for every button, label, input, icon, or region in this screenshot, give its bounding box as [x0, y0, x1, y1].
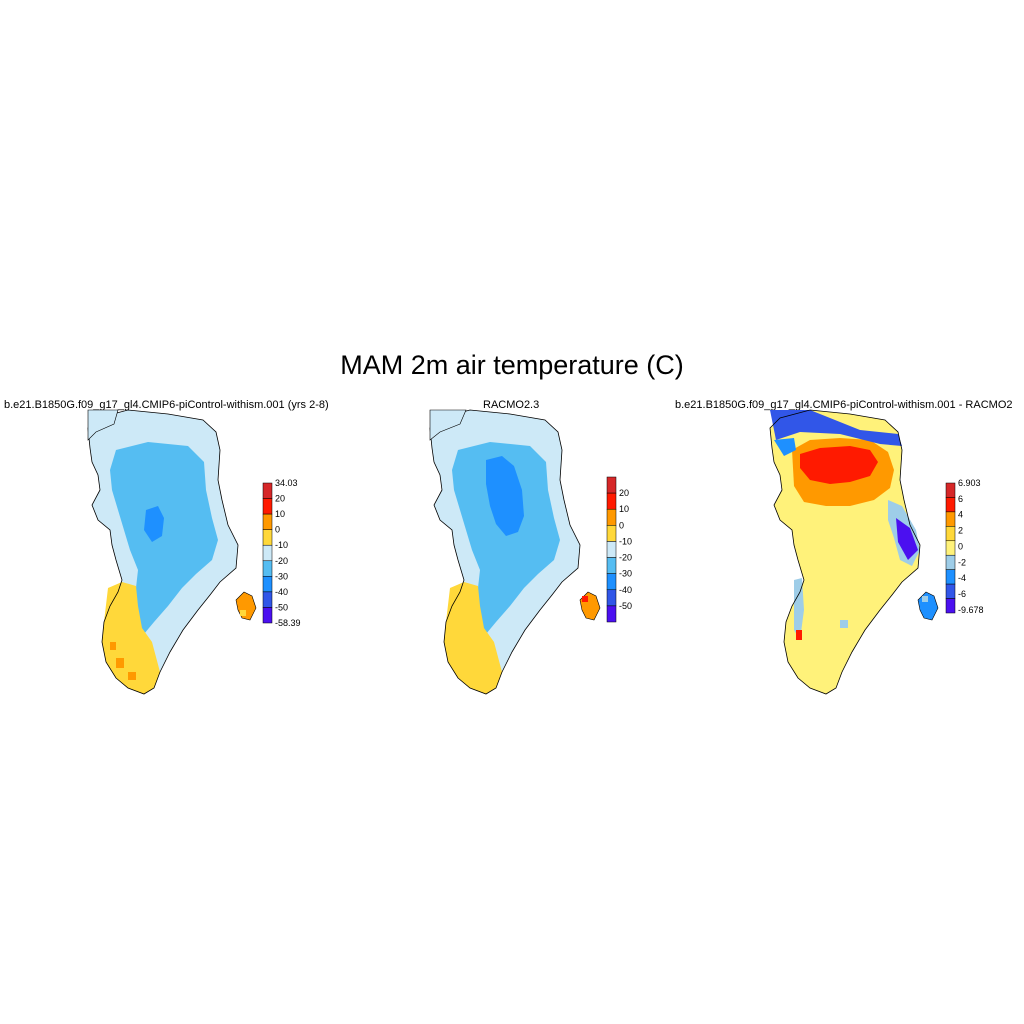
colorbar-swatch: [606, 541, 617, 558]
colorbar-swatch: [262, 544, 273, 562]
colorbar-label: -58.39: [275, 618, 301, 628]
colorbar-swatch: [945, 554, 956, 570]
colorbar-swatch: [945, 583, 956, 599]
colorbar-swatch: [262, 513, 273, 530]
colorbar-swatch: [606, 557, 617, 574]
colorbar-label: -50: [275, 602, 288, 612]
colorbar-swatch: [262, 607, 273, 624]
colorbar-swatch: [262, 498, 273, 515]
map-model: [87, 409, 257, 695]
colorbar-label: -10: [275, 540, 288, 550]
colorbar-swatch: [606, 589, 617, 607]
colorbar-label: -20: [619, 553, 632, 563]
colorbar-diff: 6.903 6 4 2 0 -2 -4 -6 -9.678: [945, 478, 984, 615]
colorbar-label: 0: [619, 520, 624, 530]
colorbar-label: 6: [958, 494, 963, 504]
map-obs: [429, 409, 601, 695]
colorbar-swatch: [945, 511, 956, 527]
panel-title-model: b.e21.B1850G.f09_g17_gl4.CMIP6-piControl…: [4, 399, 329, 411]
colorbar-label: 20: [619, 488, 629, 498]
colorbar-swatch: [945, 482, 956, 498]
colorbar-swatch: [945, 497, 956, 513]
panel-title-diff: b.e21.B1850G.f09_g17_gl4.CMIP6-piControl…: [675, 399, 1013, 411]
colorbar-label: 0: [958, 541, 963, 551]
colorbar-swatch: [945, 598, 956, 614]
colorbar-swatch: [262, 591, 273, 608]
colorbar-label: -30: [619, 569, 632, 579]
colorbar-swatch: [945, 540, 956, 556]
colorbar-label: 4: [958, 510, 963, 520]
colorbar-label: -40: [275, 587, 288, 597]
colorbar-swatch: [262, 560, 273, 577]
colorbar-label: -4: [958, 573, 966, 583]
colorbar-label: 6.903: [958, 478, 981, 488]
figure-title: MAM 2m air temperature (C): [340, 350, 684, 380]
colorbar-label: -30: [275, 571, 288, 581]
panel-title-obs: RACMO2.3: [483, 399, 540, 411]
colorbar-swatch: [945, 526, 956, 542]
colorbar-swatch: [606, 605, 617, 623]
colorbar-swatch: [945, 569, 956, 585]
map-diff: [769, 409, 939, 695]
colorbar-label: -9.678: [958, 605, 984, 615]
colorbar-label: 10: [275, 509, 285, 519]
colorbar-label: 20: [275, 494, 285, 504]
colorbar-swatch: [606, 476, 617, 494]
colorbar-label: 0: [275, 525, 280, 535]
colorbar-label: 2: [958, 526, 963, 536]
colorbar-label: -6: [958, 589, 966, 599]
colorbar-model: 34.03 20 10 0 -10 -20 -30 -40 -50 -58.39: [262, 478, 301, 628]
colorbar-swatch: [262, 482, 273, 499]
colorbar-label: -40: [619, 585, 632, 595]
colorbar-swatch: [606, 525, 617, 542]
colorbar-swatch: [262, 529, 273, 546]
colorbar-label: -2: [958, 557, 966, 567]
colorbar-label: 10: [619, 504, 629, 514]
colorbar-swatch: [606, 573, 617, 591]
colorbar-obs: 20 10 0 -10 -20 -30 -40 -50: [606, 476, 632, 623]
colorbar-label: -50: [619, 601, 632, 611]
colorbar-swatch: [606, 492, 617, 510]
colorbar-swatch: [262, 576, 273, 593]
colorbar-label: -10: [619, 536, 632, 546]
colorbar-swatch: [606, 508, 617, 526]
colorbar-label: 34.03: [275, 478, 298, 488]
colorbar-label: -20: [275, 556, 288, 566]
